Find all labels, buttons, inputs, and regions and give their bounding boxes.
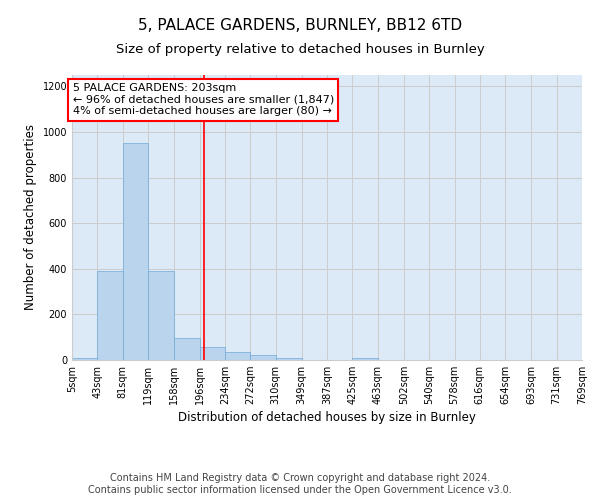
Bar [148,271,174,360]
Bar [352,358,378,360]
Bar [275,358,302,360]
Bar [174,338,200,360]
Text: Contains HM Land Registry data © Crown copyright and database right 2024.
Contai: Contains HM Land Registry data © Crown c… [88,474,512,495]
Bar [250,356,275,360]
X-axis label: Distribution of detached houses by size in Burnley: Distribution of detached houses by size … [178,412,476,424]
Bar [199,348,225,360]
Text: 5 PALACE GARDENS: 203sqm
← 96% of detached houses are smaller (1,847)
4% of semi: 5 PALACE GARDENS: 203sqm ← 96% of detach… [73,83,334,116]
Bar [97,271,123,360]
Text: 5, PALACE GARDENS, BURNLEY, BB12 6TD: 5, PALACE GARDENS, BURNLEY, BB12 6TD [138,18,462,32]
Text: Size of property relative to detached houses in Burnley: Size of property relative to detached ho… [116,42,484,56]
Y-axis label: Number of detached properties: Number of detached properties [24,124,37,310]
Bar [225,352,250,360]
Bar [72,358,97,360]
Bar [123,144,148,360]
